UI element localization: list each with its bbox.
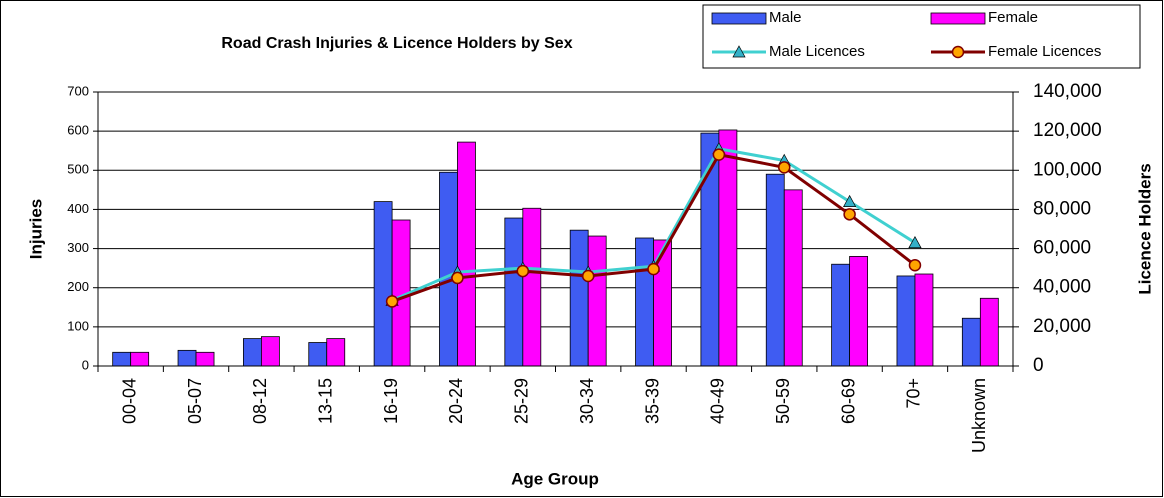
legend-swatch (930, 12, 986, 25)
y-tick-label: 500 (67, 162, 89, 177)
x-tick-label: 00-04 (119, 378, 139, 424)
x-tick-label: 16-19 (381, 378, 401, 424)
bar (522, 207, 542, 367)
y2-tick-label: 0 (1033, 355, 1044, 376)
line-marker (712, 148, 726, 161)
legend-label: Male Licences (769, 43, 865, 60)
x-tick-label: Unknown (969, 378, 989, 453)
bar (587, 235, 607, 367)
y-axis-label: Injuries (26, 199, 45, 259)
x-tick-label: 40-49 (708, 378, 728, 424)
bar (979, 297, 999, 367)
y2-axis-label: Licence Holders (1135, 163, 1154, 294)
bar (130, 351, 150, 367)
x-tick-label: 30-34 (577, 378, 597, 424)
bar (569, 229, 589, 367)
y2-tick-label: 60,000 (1033, 238, 1091, 259)
y-tick-label: 100 (67, 318, 89, 333)
y2-tick-label: 80,000 (1033, 198, 1091, 219)
x-axis-label: Age Group (511, 469, 599, 488)
line-marker (647, 262, 660, 276)
y-tick-label: 300 (67, 240, 89, 255)
bar (326, 338, 346, 367)
bar (242, 338, 262, 367)
chart-title: Road Crash Injuries & Licence Holders by… (221, 35, 572, 52)
line-marker (843, 208, 856, 221)
bar (308, 342, 328, 367)
legend-marker (732, 45, 746, 58)
x-tick-label: 25-29 (512, 378, 532, 424)
x-tick-label: 35-39 (642, 378, 662, 424)
bar (896, 275, 916, 367)
legend-label: Female Licences (988, 43, 1101, 60)
legend-swatch (711, 12, 767, 25)
bar (504, 217, 524, 367)
legend-label: Male (769, 9, 802, 26)
bar (177, 349, 197, 367)
x-tick-label: 60-69 (838, 378, 858, 424)
line-marker (581, 269, 595, 283)
bar (849, 255, 869, 367)
line-marker (778, 161, 791, 174)
legend-label: Female (988, 9, 1038, 26)
y2-tick-label: 20,000 (1033, 316, 1091, 337)
line-marker (516, 264, 530, 278)
y-tick-label: 0 (82, 357, 89, 372)
bar (439, 171, 458, 367)
x-tick-label: 05-07 (185, 378, 205, 424)
bar (635, 237, 654, 367)
y-tick-label: 700 (67, 83, 89, 98)
bar (914, 273, 934, 367)
bar (961, 317, 981, 367)
y-tick-label: 200 (67, 279, 89, 294)
line-marker (908, 258, 922, 272)
x-tick-label: 50-59 (773, 378, 793, 424)
x-tick-label: 20-24 (446, 378, 466, 424)
bar (112, 351, 132, 367)
line-marker (451, 271, 464, 285)
bar (373, 201, 393, 367)
line-marker (908, 235, 922, 249)
x-tick-label: 13-15 (316, 378, 336, 424)
y2-tick-label: 40,000 (1033, 277, 1091, 298)
y2-tick-label: 140,000 (1033, 81, 1102, 102)
bar (765, 173, 785, 367)
x-tick-label: 70+ (904, 378, 924, 409)
legend-marker (951, 45, 965, 59)
line-marker (385, 295, 399, 308)
legend-box (702, 4, 1141, 69)
bar (260, 336, 280, 367)
x-tick-label: 08-12 (250, 378, 270, 424)
line-marker (843, 194, 857, 207)
y-tick-label: 600 (67, 123, 89, 138)
bar (831, 263, 851, 367)
bar (718, 129, 738, 367)
bar (457, 141, 476, 367)
bar (783, 189, 803, 367)
y2-tick-label: 100,000 (1033, 159, 1102, 180)
y2-tick-label: 120,000 (1033, 120, 1102, 141)
bar (195, 351, 215, 367)
y-tick-label: 400 (67, 201, 89, 216)
